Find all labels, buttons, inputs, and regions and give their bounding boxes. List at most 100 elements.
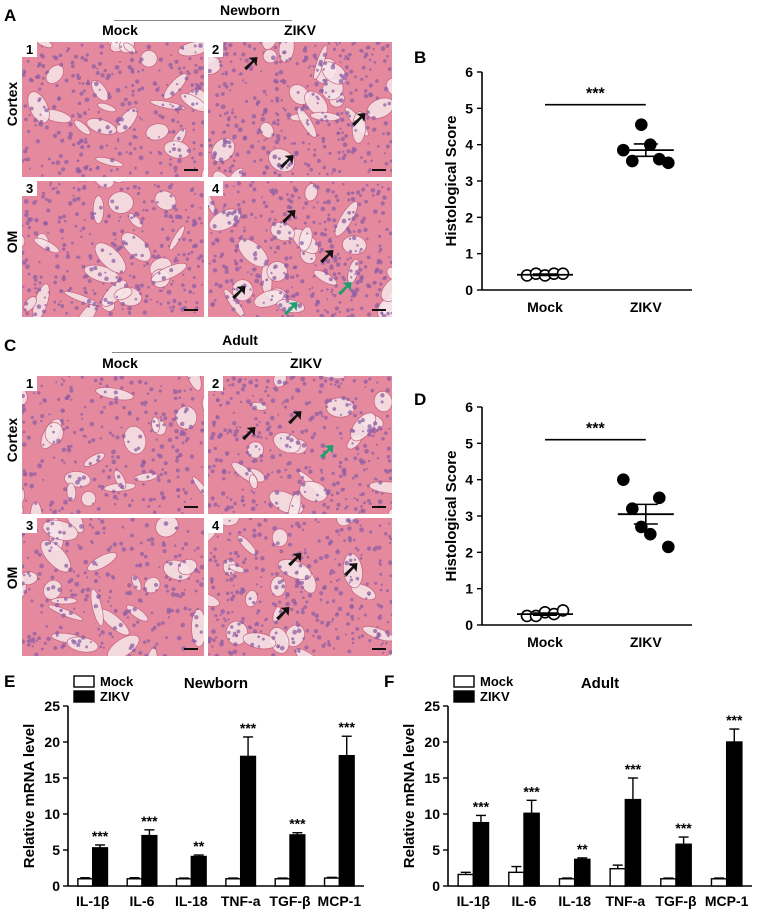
cell-nucleus xyxy=(246,150,251,155)
cell-nucleus xyxy=(341,156,346,161)
tubule-lumen xyxy=(121,232,152,262)
cell-nucleus xyxy=(334,627,338,631)
cell-nucleus xyxy=(67,135,73,140)
cell-nucleus xyxy=(171,147,176,152)
cell-nucleus xyxy=(99,44,104,49)
cell-nucleus xyxy=(125,150,128,154)
cell-nucleus xyxy=(67,419,70,422)
cell-nucleus xyxy=(182,253,186,257)
cell-nucleus xyxy=(376,183,380,186)
cell-nucleus xyxy=(260,196,263,199)
cell-nucleus xyxy=(311,611,316,616)
cell-nucleus xyxy=(107,600,110,603)
data-point xyxy=(644,527,657,541)
cell-nucleus xyxy=(235,437,239,442)
cell-nucleus xyxy=(97,518,101,520)
bar-mock xyxy=(323,877,341,887)
cell-nucleus xyxy=(56,438,61,444)
cell-nucleus xyxy=(253,159,257,163)
cell-nucleus xyxy=(142,310,147,315)
x-category-label: MCP-1 xyxy=(318,893,362,909)
cell-nucleus xyxy=(318,172,321,175)
cell-nucleus xyxy=(164,209,169,214)
cell-nucleus xyxy=(40,54,46,59)
cell-nucleus xyxy=(352,538,356,542)
cell-nucleus xyxy=(196,264,200,269)
cell-nucleus xyxy=(314,499,318,503)
bar-mock xyxy=(660,878,677,887)
x-category-label: IL-1β xyxy=(76,893,110,909)
cell-nucleus xyxy=(351,637,355,641)
cell-nucleus xyxy=(32,420,38,425)
cell-nucleus xyxy=(120,426,123,429)
cell-nucleus xyxy=(87,279,92,283)
cell-nucleus xyxy=(50,546,53,549)
cell-nucleus xyxy=(346,622,351,626)
cell-nucleus xyxy=(241,79,245,82)
cell-nucleus xyxy=(90,539,93,543)
x-category-label: IL-1β xyxy=(457,893,491,909)
cell-nucleus xyxy=(112,542,118,547)
cell-nucleus xyxy=(127,440,130,444)
cell-nucleus xyxy=(143,264,146,268)
cell-nucleus xyxy=(274,60,279,65)
cell-nucleus xyxy=(165,636,169,640)
cell-nucleus xyxy=(244,557,247,561)
cell-nucleus xyxy=(167,437,173,443)
cell-nucleus xyxy=(82,89,86,93)
cell-nucleus xyxy=(278,565,282,569)
cell-nucleus xyxy=(158,389,162,393)
cell-nucleus xyxy=(120,301,126,307)
cell-nucleus xyxy=(377,287,382,292)
cell-nucleus xyxy=(220,104,226,110)
cell-nucleus xyxy=(379,247,383,252)
cell-nucleus xyxy=(331,190,335,194)
cell-nucleus xyxy=(262,51,265,54)
cell-nucleus xyxy=(239,400,243,404)
cell-nucleus xyxy=(131,93,135,97)
cell-nucleus xyxy=(79,230,82,233)
cell-nucleus xyxy=(23,589,28,594)
tubule-lumen xyxy=(66,482,77,502)
cell-nucleus xyxy=(184,428,188,432)
cell-nucleus xyxy=(108,596,111,599)
tubule-lumen xyxy=(116,107,139,134)
tubule-lumen xyxy=(304,183,318,202)
cell-nucleus xyxy=(274,571,280,577)
cell-nucleus xyxy=(322,425,327,430)
cell-nucleus xyxy=(349,69,354,74)
cell-nucleus xyxy=(90,215,95,220)
cell-nucleus xyxy=(390,168,392,173)
cell-nucleus xyxy=(113,376,118,381)
cell-nucleus xyxy=(99,437,103,440)
cell-nucleus xyxy=(380,400,384,404)
cell-nucleus xyxy=(158,566,161,569)
cell-nucleus xyxy=(260,70,263,73)
cell-nucleus xyxy=(383,86,389,92)
cell-nucleus xyxy=(145,261,150,266)
cell-nucleus xyxy=(354,519,360,524)
cell-nucleus xyxy=(141,482,145,486)
cell-nucleus xyxy=(229,155,233,158)
cell-nucleus xyxy=(198,87,201,90)
cell-nucleus xyxy=(317,243,322,248)
tubule-lumen xyxy=(62,518,84,534)
cell-nucleus xyxy=(54,275,58,279)
cell-nucleus xyxy=(193,147,196,151)
cell-nucleus xyxy=(318,250,322,254)
cell-nucleus xyxy=(328,252,332,255)
tubule-lumen xyxy=(180,92,204,113)
cell-nucleus xyxy=(229,551,233,555)
cell-nucleus xyxy=(28,167,31,170)
cell-nucleus xyxy=(278,55,282,58)
cell-nucleus xyxy=(176,111,180,114)
cell-nucleus xyxy=(162,286,165,289)
cell-nucleus xyxy=(142,640,147,645)
scale-bar xyxy=(184,648,198,650)
cell-nucleus xyxy=(103,297,108,303)
cell-nucleus xyxy=(271,55,276,61)
black-arrow-icon: ➚ xyxy=(342,556,361,581)
cell-nucleus xyxy=(270,298,273,302)
cell-nucleus xyxy=(152,510,157,514)
cell-nucleus xyxy=(183,389,187,393)
